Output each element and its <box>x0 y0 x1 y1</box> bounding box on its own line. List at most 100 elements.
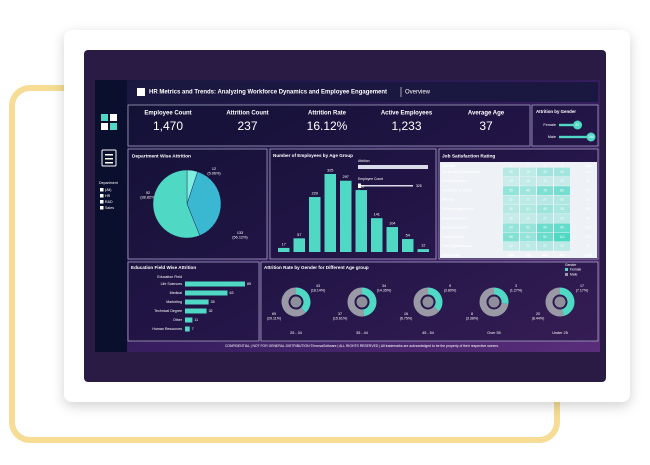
donut-percent: (18.14%) <box>311 288 326 292</box>
legend-label: Male <box>570 272 577 276</box>
table-cell: 326 <box>585 235 591 239</box>
bar-value: 89 <box>247 282 251 286</box>
bar-value: 12 <box>421 244 425 248</box>
kpi-value: 1,470 <box>153 119 183 133</box>
panel-title: Department Wise Attrition <box>132 153 191 159</box>
gender-bar <box>559 123 578 127</box>
heat-cell <box>503 232 519 242</box>
gender-bar <box>559 135 591 139</box>
filter-checkbox[interactable] <box>100 206 104 210</box>
donut-segment <box>413 287 440 317</box>
axis-label: Education Field <box>157 275 182 279</box>
bar-value: 63 <box>229 291 233 295</box>
heat-cell <box>537 223 553 233</box>
filter-option[interactable]: HR <box>105 194 111 198</box>
donut-segment <box>361 287 377 317</box>
bar-value: 57 <box>297 233 301 237</box>
pie-value: 92 <box>146 191 150 195</box>
bar <box>185 308 207 314</box>
gender-bubble <box>573 120 583 130</box>
bar-value: 229 <box>312 192 318 196</box>
gender-bubble <box>586 132 596 142</box>
filter-option[interactable]: R&D <box>105 200 113 204</box>
kpi-label: Employee Count <box>144 111 191 117</box>
filter-checkbox[interactable] <box>100 188 104 192</box>
heat-cell <box>520 242 536 251</box>
dropdown[interactable] <box>358 165 428 169</box>
list-icon <box>101 149 117 167</box>
heat-cell <box>503 204 519 214</box>
donut-percent: (29.11%) <box>267 316 281 320</box>
row-label: Manager <box>442 198 456 202</box>
table-header: Job Role <box>442 164 456 168</box>
table-cell: 131 <box>585 170 591 174</box>
category-label: 35 - 44 <box>356 331 368 335</box>
table-cell: 16 <box>526 179 530 183</box>
heat-cell <box>503 167 519 177</box>
row-label: Human Resources <box>442 179 469 183</box>
table-total: 442 <box>542 254 548 258</box>
row-label: Sales Executive <box>442 235 465 239</box>
gender-value: 87 <box>576 123 580 127</box>
donut-segment <box>545 287 564 317</box>
gender-label: Female <box>543 123 556 127</box>
panel-title: Job Satisfaction Rating <box>442 153 495 159</box>
table-cell: 91 <box>543 235 547 239</box>
donut-value: 9 <box>449 284 451 288</box>
bar <box>371 218 383 252</box>
donut-percent: (3.80%) <box>444 288 457 292</box>
dashboard-title: HR Metrics and Trends: Analyzing Workfor… <box>149 90 387 96</box>
bar-value: 325 <box>327 169 333 173</box>
footer: CONFIDENTIAL | NOT FOR GENERAL DISTRIBUT… <box>225 344 499 348</box>
pie-value: 12 <box>212 167 216 171</box>
table-cell: 43 <box>543 170 547 174</box>
filter-option[interactable]: Sales <box>105 206 114 210</box>
gender-value: 150 <box>588 135 594 139</box>
category-label: Other <box>173 318 183 322</box>
bar <box>185 299 209 305</box>
heat-cell <box>520 223 536 233</box>
slider-track[interactable] <box>358 185 413 187</box>
heat-cell <box>503 176 519 186</box>
legend-swatch <box>565 268 568 271</box>
table-cell: 69 <box>509 235 513 239</box>
legend-title: Gender <box>565 263 577 267</box>
donut-hole <box>356 296 368 308</box>
heat-cell <box>537 232 553 242</box>
donut-hole <box>488 296 500 308</box>
donut-segment <box>559 287 575 317</box>
filter-checkbox[interactable] <box>100 194 104 198</box>
donut-segment <box>493 287 509 305</box>
bar <box>402 239 414 252</box>
donut-segment <box>295 287 311 313</box>
heat-cell <box>554 176 570 186</box>
slider-handle[interactable] <box>358 183 361 189</box>
logo-icon <box>101 114 117 130</box>
table-bg <box>440 162 597 258</box>
bar <box>309 197 321 252</box>
donut-percent: (1.27%) <box>510 288 523 292</box>
bar <box>278 247 290 252</box>
table-cell: 80 <box>560 188 564 192</box>
heat-cell <box>537 214 553 223</box>
table-cell: 27 <box>543 244 547 248</box>
filter-option[interactable]: (All) <box>105 188 111 192</box>
bar <box>185 317 193 323</box>
pie-percent: (56.12%) <box>232 236 248 240</box>
heat-cell <box>520 176 536 186</box>
table-cell: 75 <box>543 188 547 192</box>
table-cell: 53 <box>526 226 530 230</box>
donut-hole <box>422 296 434 308</box>
heat-cell <box>554 186 570 195</box>
filter-checkbox[interactable] <box>100 200 104 204</box>
row-label: Research Scientist <box>442 226 469 230</box>
kpi-label: Attrition Count <box>226 111 268 117</box>
table-header: Total <box>584 164 591 168</box>
title-icon <box>137 88 145 96</box>
table-cell: 32 <box>526 207 530 211</box>
table-cell: 54 <box>526 235 530 239</box>
kpi-value: 16.12% <box>307 119 348 133</box>
kpi-label: Active Employees <box>381 111 433 117</box>
donut-percent: (3.38%) <box>466 316 479 320</box>
